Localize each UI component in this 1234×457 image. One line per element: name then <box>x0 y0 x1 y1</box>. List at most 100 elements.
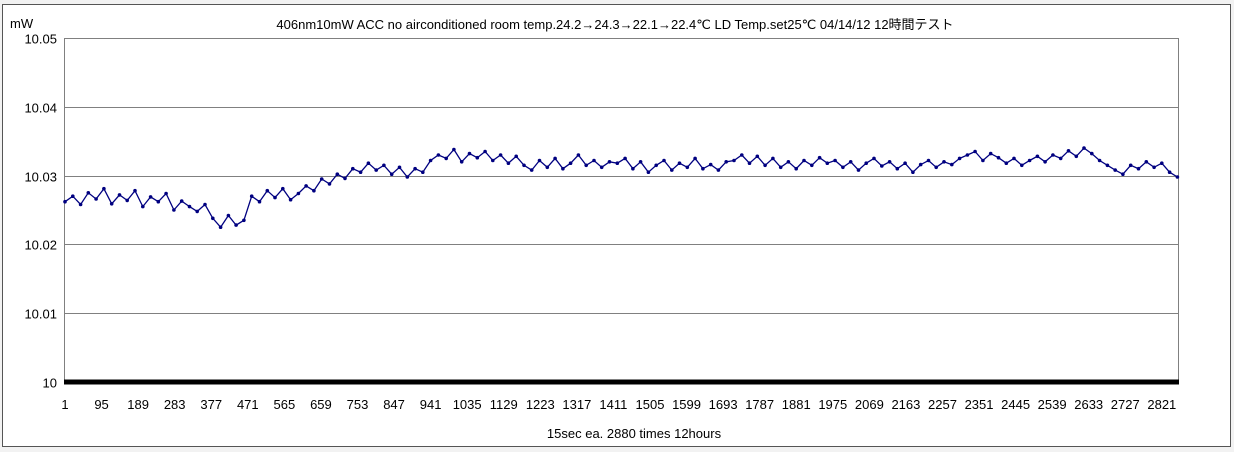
data-point <box>763 163 767 168</box>
x-tick-label: 941 <box>420 397 442 412</box>
data-point <box>444 156 449 161</box>
data-point <box>1051 153 1055 157</box>
data-point <box>957 156 962 161</box>
data-point <box>599 165 604 170</box>
data-point <box>545 165 550 170</box>
data-point <box>553 156 557 161</box>
chart-border <box>2 4 1231 447</box>
data-point <box>218 225 223 229</box>
data-point <box>86 191 91 195</box>
y-tick-label: 10.02 <box>24 238 57 253</box>
data-point <box>459 160 464 164</box>
data-point <box>389 172 394 176</box>
data-point <box>950 162 954 167</box>
data-point <box>249 194 254 198</box>
data-point <box>592 158 596 163</box>
x-tick-label: 2069 <box>855 397 884 412</box>
data-point <box>623 156 627 161</box>
x-axis-label: 15sec ea. 2880 times 12hours <box>547 426 722 441</box>
data-point <box>786 160 791 164</box>
data-point <box>926 158 931 163</box>
data-point <box>981 158 985 163</box>
data-point <box>413 166 417 171</box>
data-point <box>794 166 798 171</box>
chart-title: 406nm10mW ACC no airconditioned room tem… <box>276 17 953 32</box>
data-point <box>281 186 285 191</box>
data-point <box>428 158 433 163</box>
data-point <box>343 176 347 181</box>
data-point <box>288 197 293 202</box>
x-tick-label: 1223 <box>526 397 555 412</box>
x-tick-label: 2163 <box>891 397 920 412</box>
data-point <box>1167 170 1172 174</box>
x-tick-label: 1317 <box>562 397 591 412</box>
data-point <box>708 162 713 167</box>
y-axis-label: mW <box>10 16 34 31</box>
x-tick-label: 1 <box>61 397 68 412</box>
data-point <box>864 161 868 165</box>
data-point <box>856 168 861 172</box>
data-point <box>1058 156 1063 161</box>
data-point <box>677 161 682 165</box>
data-point <box>778 165 783 170</box>
data-point <box>436 153 441 157</box>
x-tick-label: 1411 <box>599 397 627 412</box>
x-tick-label: 1881 <box>782 397 811 412</box>
x-tick-label: 471 <box>237 397 259 412</box>
data-point <box>833 158 837 163</box>
data-point <box>351 166 355 171</box>
data-point <box>693 156 697 161</box>
x-tick-label: 2539 <box>1038 397 1067 412</box>
data-point <box>918 162 923 167</box>
data-point <box>576 153 581 157</box>
data-point <box>1074 154 1079 159</box>
data-point <box>724 160 728 164</box>
data-point <box>172 208 176 212</box>
data-point <box>825 161 830 165</box>
data-point <box>740 153 744 157</box>
y-tick-label: 10.04 <box>24 101 57 116</box>
data-point <box>747 161 752 165</box>
data-point <box>1090 151 1094 156</box>
data-point <box>374 168 379 172</box>
data-point <box>887 160 892 164</box>
x-tick-label: 2821 <box>1147 397 1176 412</box>
data-point <box>529 168 534 172</box>
data-point <box>117 193 122 197</box>
data-point <box>1066 149 1071 153</box>
x-tick-label: 1129 <box>490 397 518 412</box>
data-point <box>273 195 277 200</box>
data-point <box>988 151 993 156</box>
data-point <box>732 158 736 163</box>
data-point <box>1082 146 1086 150</box>
x-tick-label: 95 <box>94 397 108 412</box>
data-point <box>506 161 511 165</box>
data-point <box>179 199 184 203</box>
data-point <box>187 204 192 209</box>
x-tick-label: 2257 <box>928 397 957 412</box>
data-point <box>872 156 876 161</box>
data-point <box>102 186 106 191</box>
data-point <box>942 160 946 164</box>
x-tick-label: 1505 <box>636 397 665 412</box>
x-tick-label: 753 <box>347 397 369 412</box>
data-point <box>1121 172 1125 176</box>
data-point <box>1004 161 1009 165</box>
data-point <box>810 163 814 168</box>
data-point <box>841 165 845 170</box>
y-tick-label: 10 <box>43 376 57 391</box>
data-point <box>771 156 775 161</box>
data-point <box>646 170 651 174</box>
data-point <box>685 165 690 170</box>
data-point <box>561 166 565 171</box>
data-point <box>148 195 153 199</box>
data-point <box>607 160 612 164</box>
data-point <box>1027 158 1032 163</box>
data-point <box>319 177 324 181</box>
data-point <box>358 170 363 174</box>
data-point <box>265 188 270 193</box>
data-point <box>125 198 129 203</box>
x-tick-label: 2727 <box>1111 397 1140 412</box>
data-point <box>164 191 168 196</box>
